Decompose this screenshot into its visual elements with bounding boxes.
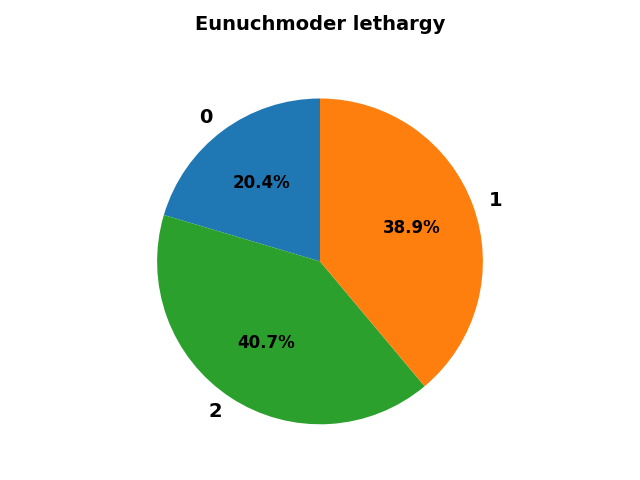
Text: 2: 2 [208, 402, 221, 420]
Text: 20.4%: 20.4% [233, 174, 291, 192]
Text: 1: 1 [488, 191, 502, 210]
Wedge shape [320, 98, 483, 386]
Wedge shape [164, 98, 320, 262]
Text: 40.7%: 40.7% [237, 334, 295, 352]
Text: 38.9%: 38.9% [383, 219, 441, 237]
Title: Eunuchmoder lethargy: Eunuchmoder lethargy [195, 15, 445, 34]
Wedge shape [157, 215, 424, 424]
Text: 0: 0 [200, 108, 213, 127]
